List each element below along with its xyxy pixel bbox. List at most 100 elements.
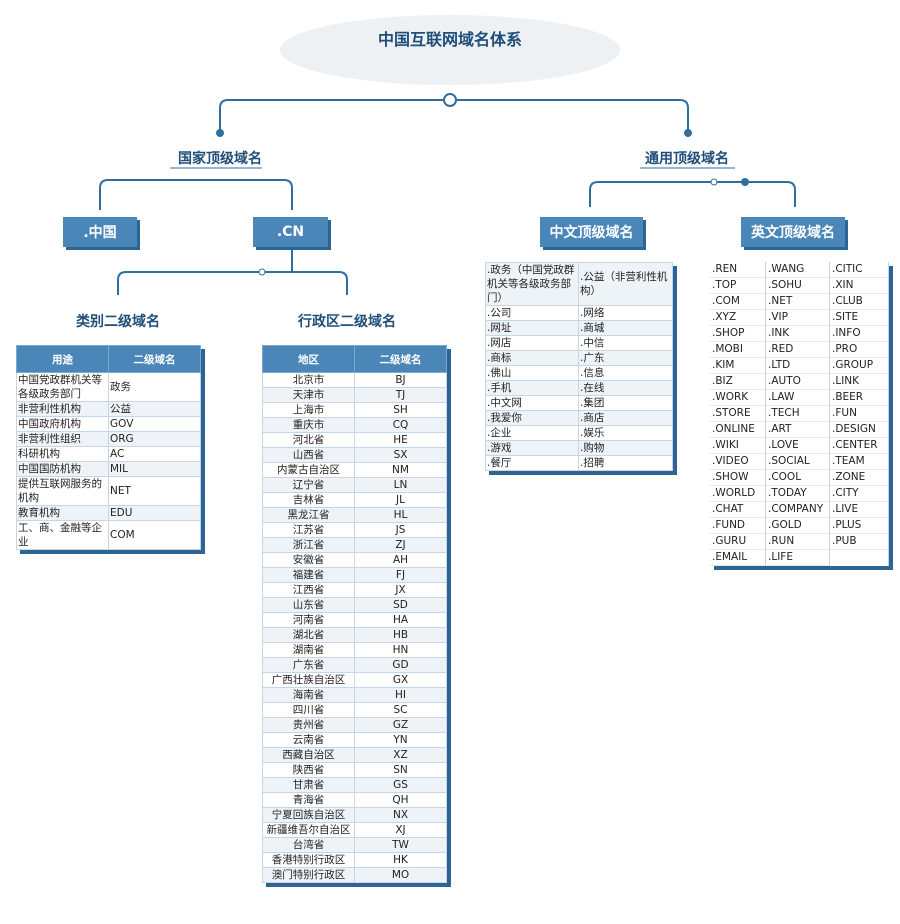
row: 云南省 YN bbox=[262, 732, 447, 748]
row: 广西壮族自治区 GX bbox=[262, 672, 447, 688]
english-table: .REN .TOP .COM .XYZ .SHOP .MOBI .KIM .BIZ .WORK.… bbox=[710, 262, 889, 566]
dot bbox=[258, 268, 266, 276]
row: .政务（中国党政群机关等各级政务部门） .公益（非营利性机构） bbox=[485, 262, 673, 306]
cell: HB bbox=[354, 627, 447, 643]
connector-cn bbox=[117, 247, 348, 295]
dot bbox=[216, 129, 224, 137]
row: 湖北省 HB bbox=[262, 627, 447, 643]
cell: .EMAIL bbox=[710, 550, 765, 566]
cell: 工、商、金融等企业 bbox=[16, 520, 109, 550]
row: 吉林省 JL bbox=[262, 492, 447, 508]
cell: NM bbox=[354, 462, 447, 478]
row: 中国党政群机关等各级政务部门 政务 bbox=[16, 372, 201, 402]
cell: BJ bbox=[354, 372, 447, 388]
row: 四川省 SC bbox=[262, 702, 447, 718]
cell: GZ bbox=[354, 717, 447, 733]
cell: HI bbox=[354, 687, 447, 703]
row: 重庆市 CQ bbox=[262, 417, 447, 433]
row: 安徽省 AH bbox=[262, 552, 447, 568]
row: 香港特别行政区 HK bbox=[262, 852, 447, 868]
header-row: 用途 二级域名 bbox=[16, 345, 201, 373]
row: 中国政府机构 GOV bbox=[16, 416, 201, 432]
cell: MO bbox=[354, 867, 447, 883]
row: .企业 .娱乐 bbox=[485, 425, 673, 441]
header-cell: 地区 bbox=[262, 345, 355, 373]
cell: 云南省 bbox=[262, 732, 355, 748]
cell: .ONLINE bbox=[710, 422, 765, 438]
cell: 非营利性组织 bbox=[16, 431, 109, 447]
row: 工、商、金融等企业 COM bbox=[16, 520, 201, 550]
row: .餐厅 .招聘 bbox=[485, 455, 673, 471]
row: .我爱你 .商店 bbox=[485, 410, 673, 426]
branch-label: 通用顶级域名 bbox=[645, 151, 729, 167]
cell: .LTD bbox=[766, 358, 829, 374]
row: 江西省 JX bbox=[262, 582, 447, 598]
cell: 山东省 bbox=[262, 597, 355, 613]
row: .佛山 .信息 bbox=[485, 365, 673, 381]
cell: GS bbox=[354, 777, 447, 793]
cell: 西藏自治区 bbox=[262, 747, 355, 763]
cell: 辽宁省 bbox=[262, 477, 355, 493]
cell: 教育机构 bbox=[16, 505, 109, 521]
row: 陕西省 SN bbox=[262, 762, 447, 778]
cell: 科研机构 bbox=[16, 446, 109, 462]
row: 福建省 FJ bbox=[262, 567, 447, 583]
cell: .WANG bbox=[766, 262, 829, 278]
row: 湖南省 HN bbox=[262, 642, 447, 658]
cell: 海南省 bbox=[262, 687, 355, 703]
row: 科研机构 AC bbox=[16, 446, 201, 462]
cell: SN bbox=[354, 762, 447, 778]
row: 浙江省 ZJ bbox=[262, 537, 447, 553]
cell: .信息 bbox=[578, 365, 673, 381]
cell: .网络 bbox=[578, 305, 673, 321]
cell: .GOLD bbox=[766, 518, 829, 534]
cell: .SITE bbox=[830, 310, 888, 326]
cell: .PRO bbox=[830, 342, 888, 358]
cell: SD bbox=[354, 597, 447, 613]
cell: 中国党政群机关等各级政务部门 bbox=[16, 372, 109, 402]
table: 用途 二级域名 中国党政群机关等各级政务部门 政务 非营利性机构 公益 中国政府机构 GOV 非… bbox=[16, 345, 201, 550]
cell: .企业 bbox=[485, 425, 579, 441]
row: 山西省 SX bbox=[262, 447, 447, 463]
cell: .CLUB bbox=[830, 294, 888, 310]
row: 澳门特别行政区 MO bbox=[262, 867, 447, 883]
cell: 甘肃省 bbox=[262, 777, 355, 793]
cell: MIL bbox=[108, 461, 201, 477]
cell: .INFO bbox=[830, 326, 888, 342]
cell: AC bbox=[108, 446, 201, 462]
cell: HE bbox=[354, 432, 447, 448]
cell: TW bbox=[354, 837, 447, 853]
row: 黑龙江省 HL bbox=[262, 507, 447, 523]
cell: 河南省 bbox=[262, 612, 355, 628]
cell: 香港特别行政区 bbox=[262, 852, 355, 868]
cell: 澳门特别行政区 bbox=[262, 867, 355, 883]
cell: 湖北省 bbox=[262, 627, 355, 643]
cell: HN bbox=[354, 642, 447, 658]
row: 上海市 SH bbox=[262, 402, 447, 418]
cell: .WORK bbox=[710, 390, 765, 406]
cell: .VIP bbox=[766, 310, 829, 326]
row: 宁夏回族自治区 NX bbox=[262, 807, 447, 823]
cell: GD bbox=[354, 657, 447, 673]
cell: .KIM bbox=[710, 358, 765, 374]
header-cell: 二级域名 bbox=[354, 345, 447, 373]
cell: .RED bbox=[766, 342, 829, 358]
cell: 陕西省 bbox=[262, 762, 355, 778]
cell: 广西壮族自治区 bbox=[262, 672, 355, 688]
cell: .政务（中国党政群机关等各级政务部门） bbox=[485, 262, 579, 306]
cell: .在线 bbox=[578, 380, 673, 396]
cell: 安徽省 bbox=[262, 552, 355, 568]
row: 非营利性机构 公益 bbox=[16, 401, 201, 417]
cell: .DESIGN bbox=[830, 422, 888, 438]
cell: .LIFE bbox=[766, 550, 829, 566]
cell: CQ bbox=[354, 417, 447, 433]
cell: .CITY bbox=[830, 486, 888, 502]
cell: .TEAM bbox=[830, 454, 888, 470]
cell: 河北省 bbox=[262, 432, 355, 448]
row: 河南省 HA bbox=[262, 612, 447, 628]
cell: .RUN bbox=[766, 534, 829, 550]
world-map bbox=[280, 15, 620, 85]
connector-country bbox=[99, 179, 293, 210]
